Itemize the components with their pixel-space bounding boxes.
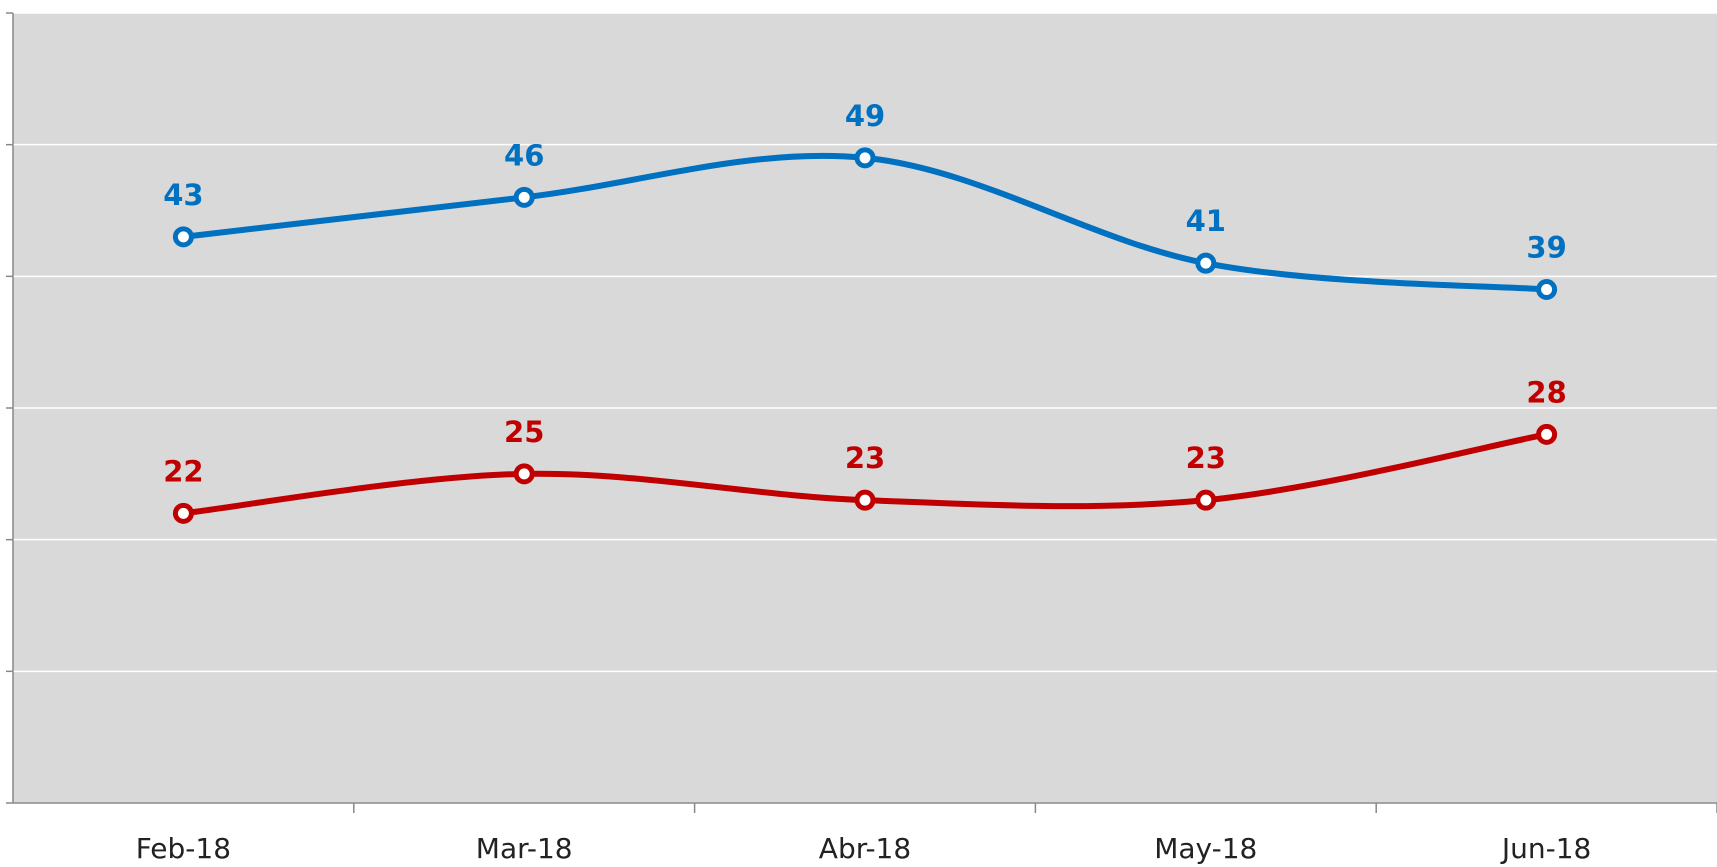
data-label: 49 [845,99,885,133]
data-label: 41 [1186,204,1226,238]
x-tick-label: May-18 [1154,832,1257,865]
data-label: 23 [845,441,885,475]
x-tick-label: Jun-18 [1500,832,1591,865]
marker [513,463,535,485]
marker [1195,489,1217,511]
marker [854,489,876,511]
data-label: 28 [1526,375,1566,409]
marker [513,186,535,208]
marker [854,147,876,169]
marker [1195,252,1217,274]
marker [1536,279,1558,300]
data-label: 39 [1526,231,1566,265]
marker [172,226,194,248]
data-label: 23 [1186,441,1226,475]
x-tick-label: Abr-18 [819,832,911,865]
marker [1536,423,1558,445]
data-label: 43 [163,178,203,212]
data-label: 46 [504,138,544,172]
data-label: 22 [163,454,203,488]
x-tick-label: Mar-18 [476,832,573,865]
marker [172,502,194,524]
data-label: 25 [504,415,544,449]
x-tick-label: Feb-18 [136,832,231,865]
